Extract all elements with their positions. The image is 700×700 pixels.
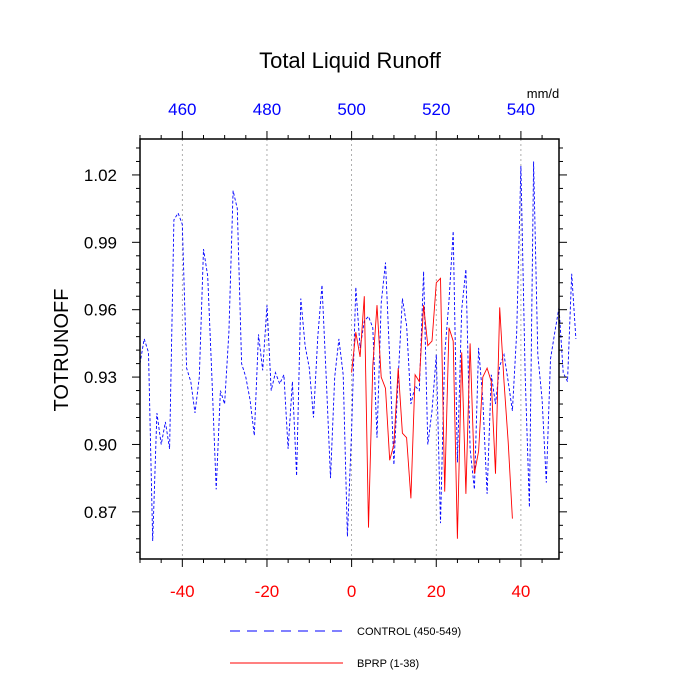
series-control-line	[139, 161, 577, 542]
units-label: mm/d	[527, 86, 560, 101]
plot-frame	[139, 138, 560, 560]
top-tick-label: 520	[422, 100, 450, 119]
top-tick-label: 480	[253, 100, 281, 119]
legend: CONTROL (450-549) BPRP (1-38)	[230, 626, 461, 670]
top-tick-label: 500	[337, 100, 365, 119]
top-tick-label: 540	[507, 100, 535, 119]
y-tick-label: 0.87	[84, 503, 117, 522]
grid	[181, 139, 522, 559]
series-bprp-line	[351, 277, 513, 539]
y-tick-label: 1.02	[84, 166, 117, 185]
top-tick-label: 460	[168, 100, 196, 119]
y-axis-label: TOTRUNOFF	[51, 289, 73, 412]
axes: -40 460 -20 480 0 500 20 520 40 540 0.87 0.90 0.93 0.…	[84, 100, 567, 601]
y-tick-label: 0.99	[84, 233, 117, 252]
legend-bprp-label: BPRP (1-38)	[357, 658, 419, 670]
series-lines	[139, 161, 577, 542]
x-tick-label: 40	[511, 582, 530, 601]
y-tick-label: 0.90	[84, 435, 117, 454]
y-tick-label: 0.96	[84, 301, 117, 320]
x-tick-label: -40	[170, 582, 195, 601]
y-tick-label: 0.93	[84, 368, 117, 387]
chart-title: Total Liquid Runoff	[259, 48, 442, 73]
x-tick-label: 20	[427, 582, 446, 601]
legend-control-label: CONTROL (450-549)	[357, 626, 461, 638]
x-tick-label: -20	[255, 582, 280, 601]
x-tick-label: 0	[347, 582, 356, 601]
